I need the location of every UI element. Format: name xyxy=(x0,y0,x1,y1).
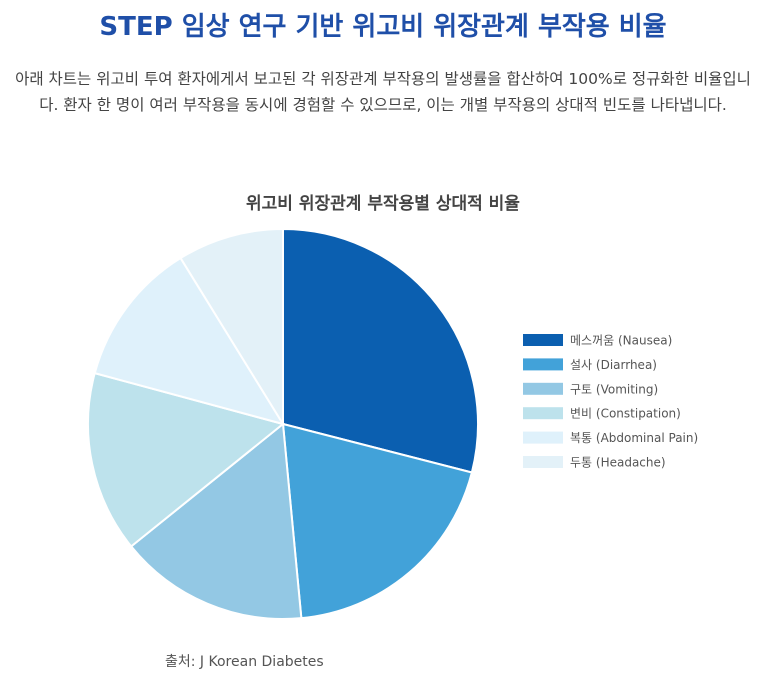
legend-swatch xyxy=(523,431,563,444)
page-title: STEP 임상 연구 기반 위고비 위장관계 부작용 비율 xyxy=(99,12,667,42)
pie-chart: 위고비 위장관계 부작용별 상대적 비율 메스꺼움 (Nausea) 설사 (Di… xyxy=(87,194,698,620)
pie-slice[interactable] xyxy=(282,227,479,474)
legend-label[interactable]: 메스꺼움 (Nausea) xyxy=(570,334,672,348)
page-description: 아래 차트는 위고비 투여 환자에게서 보고된 각 위장관계 부작용의 발생률을… xyxy=(15,70,751,114)
chart-legend: 메스꺼움 (Nausea) 설사 (Diarrhea) 구토 (Vomiting) 변… xyxy=(523,334,698,470)
chart-title: 위고비 위장관계 부작용별 상대적 비율 xyxy=(246,194,520,214)
legend-swatch xyxy=(523,456,563,468)
pie-slice[interactable] xyxy=(93,256,286,426)
legend-swatch xyxy=(523,334,563,346)
pie-slice[interactable] xyxy=(129,422,303,620)
legend-swatch xyxy=(523,358,563,371)
legend-swatch xyxy=(523,382,563,395)
legend-label[interactable]: 변비 (Constipation) xyxy=(570,407,681,421)
legend-label[interactable]: 설사 (Diarrhea) xyxy=(570,358,657,372)
chart-container: 위고비 위장관계 부작용별 상대적 비율 메스꺼움 (Nausea) 설사 (Di… xyxy=(0,180,766,687)
pie-slice[interactable] xyxy=(87,371,286,548)
legend-swatch xyxy=(523,407,563,420)
source-note: 출처: J Korean Diabetes xyxy=(165,654,324,670)
pie-slice[interactable] xyxy=(179,227,284,428)
legend-label[interactable]: 구토 (Vomiting) xyxy=(570,382,658,396)
legend-label[interactable]: 복통 (Abdominal Pain) xyxy=(570,431,698,445)
pie-slice[interactable] xyxy=(281,422,474,620)
legend-label[interactable]: 두통 (Headache) xyxy=(570,456,666,470)
pie-slices xyxy=(87,227,479,620)
